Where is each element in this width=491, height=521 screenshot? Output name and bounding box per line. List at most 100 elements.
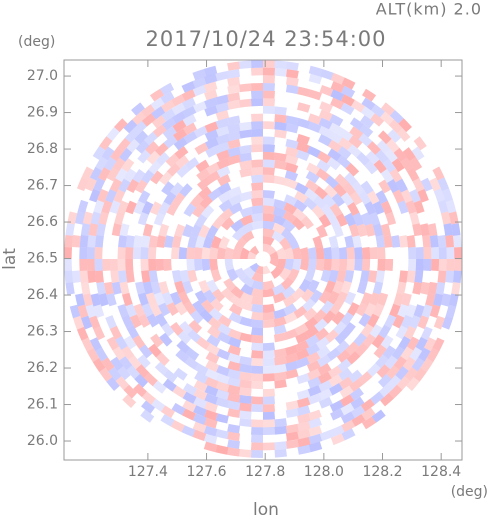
radar-cell (81, 337, 94, 352)
radar-cell (346, 351, 361, 365)
radar-cell (239, 121, 252, 131)
radar-cell (364, 223, 376, 237)
radar-cell (263, 159, 275, 168)
radar-cell (355, 302, 368, 317)
radar-cell (88, 223, 99, 237)
radar-cell (178, 247, 188, 259)
radar-cell (172, 192, 186, 207)
radar-cell (372, 201, 385, 215)
radar-cell (205, 368, 219, 381)
radar-cell (183, 131, 198, 144)
radar-cell (171, 235, 182, 249)
radar-cell (274, 418, 287, 427)
radar-cell (361, 407, 376, 421)
radar-cell (292, 259, 302, 271)
radar-cell (192, 421, 207, 433)
radar-cell (228, 328, 242, 340)
radar-cell (316, 159, 331, 173)
radar-cell (140, 409, 155, 423)
radar-cell (330, 81, 345, 93)
radar-cell (329, 400, 344, 413)
radar-cell (297, 436, 311, 447)
radar-cell (263, 90, 276, 99)
radar-cell (215, 381, 230, 393)
radar-cell (286, 439, 299, 449)
radar-cell (360, 270, 370, 283)
radar-cell (204, 129, 219, 142)
radar-cell (332, 224, 344, 238)
radar-cell (133, 383, 147, 398)
radar-cell (133, 120, 147, 135)
radar-cell (435, 281, 446, 295)
radar-cell (218, 236, 230, 250)
radar-cell (247, 251, 257, 259)
radar-cell (239, 363, 252, 374)
radar-cell (330, 433, 345, 446)
radar-cell (183, 301, 197, 315)
radar-cell (146, 313, 159, 328)
radar-cell (199, 195, 213, 209)
radar-cell (171, 94, 186, 107)
radar-cell (388, 384, 403, 399)
radar-cell (176, 340, 191, 354)
radar-cell (349, 191, 363, 206)
radar-cell (98, 293, 109, 307)
radar-cell (445, 235, 454, 248)
radar-cell (125, 235, 135, 248)
radar-cell (263, 303, 275, 313)
radar-cell (171, 247, 180, 259)
radar-cell (250, 121, 263, 130)
radar-cell (263, 342, 275, 351)
radar-cell (115, 336, 128, 351)
radar-cell (319, 85, 334, 97)
radar-cell (377, 246, 386, 259)
radar-cell (163, 135, 178, 149)
radar-cell (263, 144, 276, 153)
radar-cell (282, 286, 296, 299)
radar-cell (243, 266, 256, 279)
radar-cell (339, 385, 354, 399)
radar-cell (346, 259, 355, 271)
radar-cell (99, 367, 113, 382)
radar-cell (409, 347, 423, 362)
radar-cell (97, 188, 109, 203)
radar-cell (437, 177, 450, 192)
radar-cell (190, 194, 204, 208)
radar-cell (395, 366, 409, 381)
radar-cell (239, 371, 252, 381)
radar-cell (161, 291, 174, 306)
radar-cell (396, 376, 411, 390)
radar-cell (382, 345, 396, 360)
radar-cell (283, 194, 298, 206)
radar-cell (106, 336, 120, 351)
radar-cell (313, 309, 327, 323)
radar-cell (318, 109, 333, 122)
radar-cell (308, 409, 322, 421)
radar-cell (240, 214, 254, 226)
radar-cell (201, 247, 211, 259)
radar-cell (404, 325, 417, 340)
radar-cell (263, 105, 276, 115)
x-tick-label: 128.0 (304, 464, 344, 480)
radar-cell (178, 291, 191, 305)
radar-cell (369, 212, 381, 226)
plot-frame (63, 59, 463, 461)
radar-cell (409, 156, 423, 171)
radar-cell (437, 199, 449, 214)
radar-cell (217, 331, 231, 344)
radar-cell (230, 286, 244, 299)
radar-cell (328, 235, 339, 249)
radar-cell (192, 203, 206, 218)
radar-cell (123, 384, 138, 399)
radar-cell (393, 147, 407, 162)
radar-cell (194, 363, 209, 376)
radar-cell (215, 125, 230, 137)
radar-cell (87, 270, 97, 283)
radar-cell (347, 302, 360, 317)
radar-cell (263, 426, 276, 436)
radar-cell (319, 69, 334, 81)
radar-cell (317, 134, 332, 147)
radar-cell (406, 336, 420, 351)
radar-cell (151, 398, 166, 412)
